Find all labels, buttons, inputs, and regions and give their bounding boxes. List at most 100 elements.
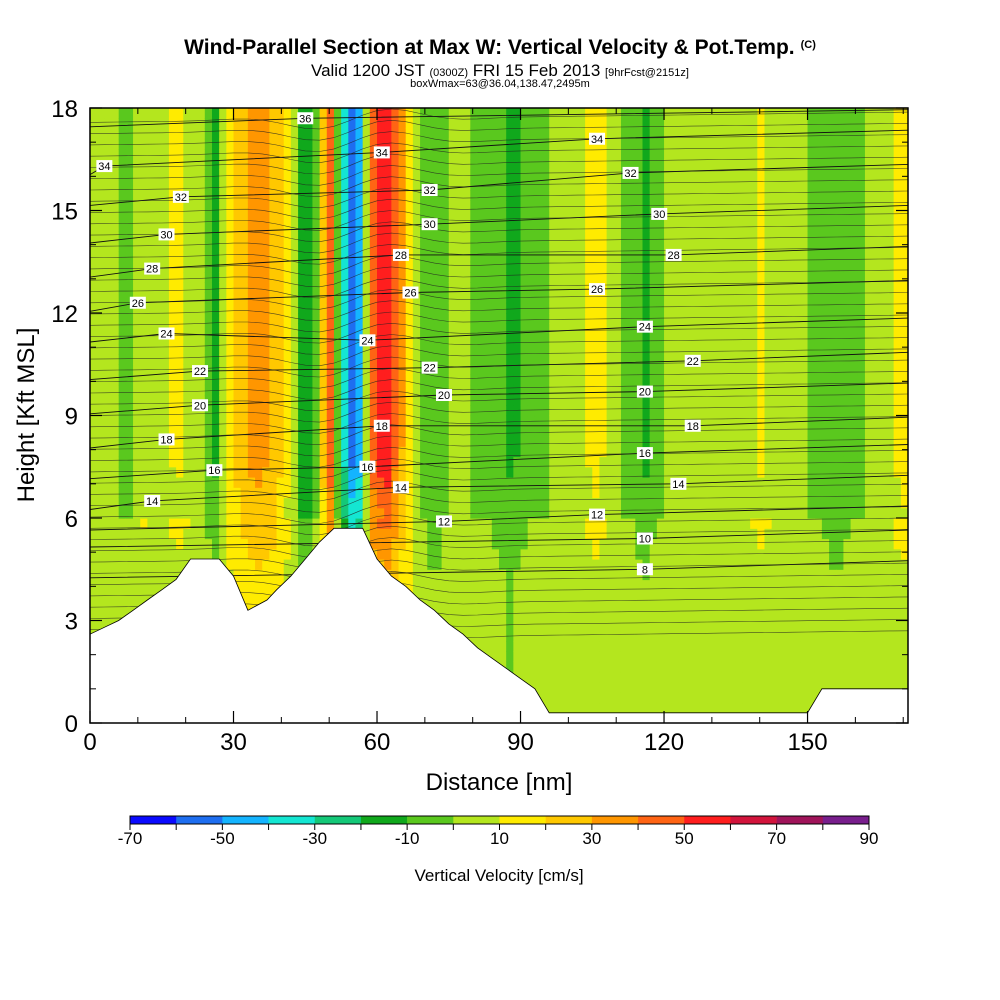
velocity-cell [262, 323, 270, 335]
velocity-cell [333, 466, 342, 478]
velocity-cell [312, 497, 321, 509]
velocity-cell [671, 425, 679, 437]
velocity-cell [570, 651, 579, 663]
velocity-cell [455, 610, 464, 622]
velocity-cell [441, 364, 450, 376]
velocity-cell [477, 569, 486, 581]
velocity-cell [470, 159, 479, 171]
velocity-cell [592, 210, 601, 222]
velocity-cell [204, 272, 213, 283]
velocity-cell [448, 138, 457, 150]
velocity-cell [255, 241, 263, 253]
velocity-cell [635, 518, 644, 529]
velocity-cell [255, 128, 263, 140]
velocity-cell [118, 466, 127, 478]
velocity-cell [377, 231, 385, 242]
velocity-cell [377, 261, 385, 273]
velocity-cell [197, 282, 206, 294]
velocity-cell [247, 210, 256, 222]
velocity-cell [549, 128, 558, 140]
velocity-cell [283, 108, 292, 119]
velocity-cell [477, 108, 486, 119]
velocity-cell [133, 569, 141, 581]
velocity-cell [656, 405, 665, 417]
velocity-cell [642, 497, 651, 509]
velocity-cell [491, 179, 500, 191]
velocity-cell [412, 538, 421, 550]
velocity-cell [384, 466, 392, 478]
velocity-cell [412, 395, 421, 406]
velocity-cell [448, 466, 457, 478]
velocity-cell [671, 518, 679, 529]
velocity-cell [305, 354, 314, 365]
velocity-cell [520, 477, 529, 488]
velocity-cell [319, 220, 328, 232]
velocity-cell [133, 313, 141, 324]
velocity-cell [599, 415, 608, 427]
velocity-cell [484, 374, 493, 386]
velocity-cell [219, 477, 227, 488]
velocity-cell [298, 313, 306, 324]
velocity-cell [97, 302, 105, 314]
velocity-cell [470, 282, 479, 294]
velocity-cell [556, 323, 565, 335]
velocity-cell [312, 323, 321, 335]
velocity-cell [427, 415, 436, 427]
velocity-cell [104, 518, 113, 529]
velocity-cell [190, 548, 199, 560]
velocity-cell [642, 210, 651, 222]
forecast-info: [9hrFcst@2151z] [605, 67, 689, 79]
velocity-cell [664, 282, 672, 294]
velocity-cell [477, 436, 486, 447]
velocity-cell [190, 190, 199, 201]
velocity-cell [656, 610, 665, 622]
velocity-cell [491, 497, 500, 509]
velocity-cell [455, 220, 464, 232]
velocity-cell [642, 405, 651, 417]
velocity-cell [255, 436, 263, 447]
velocity-cell [549, 374, 558, 386]
velocity-cell [298, 149, 306, 160]
velocity-cell [90, 313, 98, 324]
velocity-cell [463, 610, 471, 622]
velocity-cell [477, 200, 486, 212]
velocity-cell [333, 477, 342, 488]
velocity-cell [97, 569, 105, 581]
velocity-cell [384, 477, 392, 488]
velocity-cell [255, 374, 263, 386]
velocity-cell [348, 210, 357, 222]
velocity-cell [111, 374, 120, 386]
velocity-cell [362, 384, 371, 396]
velocity-cell [219, 456, 227, 468]
velocity-cell [298, 169, 306, 181]
velocity-cell [656, 149, 665, 160]
velocity-cell [491, 395, 500, 406]
velocity-cell [642, 190, 651, 201]
velocity-cell [585, 118, 593, 130]
velocity-cell [247, 220, 256, 232]
velocity-cell [319, 190, 328, 201]
velocity-cell [362, 282, 371, 294]
velocity-cell [290, 456, 299, 468]
velocity-cell [577, 251, 586, 263]
velocity-cell [606, 261, 615, 273]
velocity-cell [333, 292, 342, 304]
velocity-cell [441, 477, 450, 488]
velocity-cell [348, 425, 357, 437]
velocity-cell [147, 313, 156, 324]
velocity-cell [499, 108, 507, 119]
velocity-cell [664, 128, 672, 140]
velocity-cell [678, 569, 687, 581]
velocity-cell [556, 641, 565, 652]
velocity-cell [628, 323, 636, 335]
velocity-cell [599, 313, 608, 324]
velocity-cell [635, 272, 644, 283]
velocity-cell [420, 518, 428, 529]
velocity-cell [463, 251, 471, 263]
velocity-cell [341, 415, 349, 427]
velocity-cell [527, 651, 536, 663]
velocity-cell [455, 190, 464, 201]
velocity-cell [290, 507, 299, 519]
velocity-cell [341, 128, 349, 140]
velocity-cell [678, 630, 687, 642]
